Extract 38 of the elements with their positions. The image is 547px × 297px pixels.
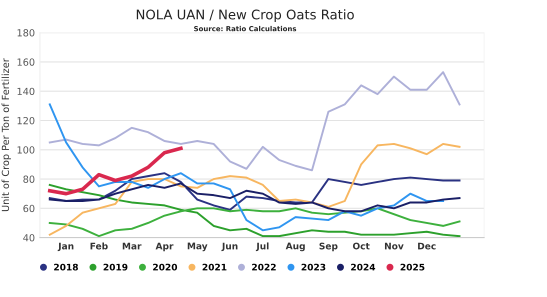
line-series xyxy=(48,103,444,232)
x-tick-label: Nov xyxy=(384,242,404,250)
y-tick-label: 40 xyxy=(23,234,34,242)
y-tick-label: 80 xyxy=(23,176,34,183)
y-tick-label: 120 xyxy=(18,116,34,124)
line-series xyxy=(48,71,460,172)
x-tick-label: Jul xyxy=(256,242,269,252)
legend-label: 2018 xyxy=(54,264,78,271)
legend-label: 2023 xyxy=(302,264,326,271)
line-series xyxy=(48,207,460,238)
y-tick-label: 140 xyxy=(18,88,34,96)
legend-label: 2019 xyxy=(104,264,128,271)
legend-label: 2020 xyxy=(153,264,178,271)
legend-label: 2021 xyxy=(202,264,226,271)
x-tick-label: Mar xyxy=(122,242,142,250)
y-tick-label: 160 xyxy=(18,58,34,66)
y-tick-label: 60 xyxy=(23,204,34,212)
x-tick-label: Jan xyxy=(58,242,74,252)
x-tick-label: Sep xyxy=(319,242,338,252)
legend-label: 2022 xyxy=(252,264,276,271)
x-tick-label: Feb xyxy=(90,242,108,250)
line-series xyxy=(48,172,460,211)
y-axis-title: Unit of Crop Per Ton of Fertilizer xyxy=(2,58,11,212)
x-tick-label: Aug xyxy=(286,242,305,252)
line-series xyxy=(48,142,460,236)
line-series xyxy=(48,182,460,212)
x-tick-label: Oct xyxy=(352,242,370,250)
x-tick-label: Apr xyxy=(156,242,174,252)
legend-label: 2025 xyxy=(400,264,424,271)
x-tick-label: Jun xyxy=(221,242,238,252)
x-tick-label: May xyxy=(188,242,208,252)
line-series xyxy=(48,184,460,238)
x-tick-label: Dec xyxy=(418,242,436,250)
line-series xyxy=(48,146,183,196)
y-tick-label: 180 xyxy=(18,29,34,36)
chart-title: NOLA UAN / New Crop Oats Ratio xyxy=(136,9,354,22)
y-tick-label: 100 xyxy=(18,146,34,154)
legend-label: 2024 xyxy=(351,264,376,271)
